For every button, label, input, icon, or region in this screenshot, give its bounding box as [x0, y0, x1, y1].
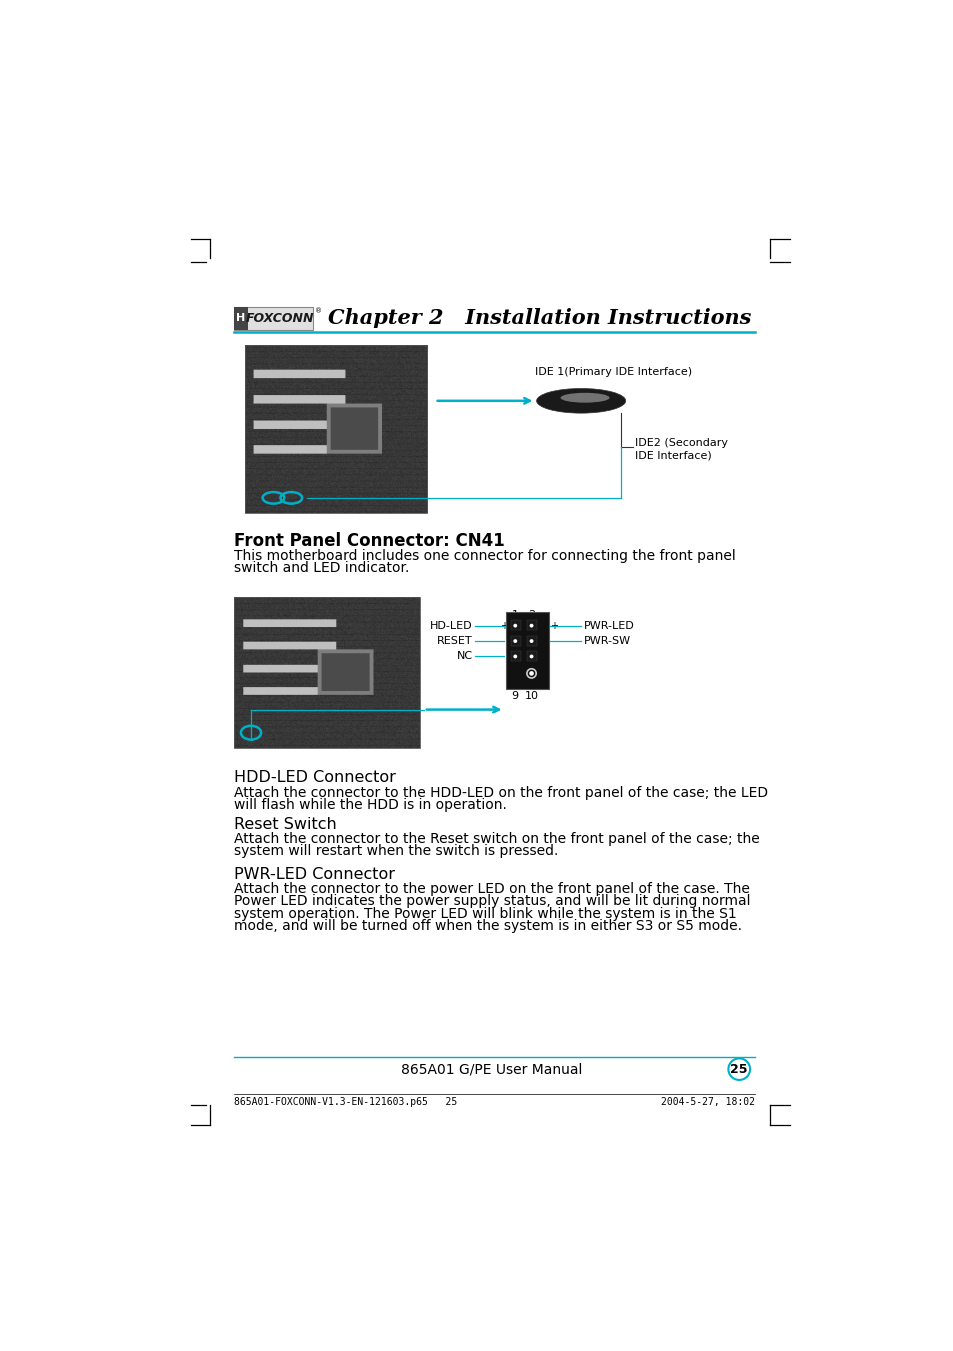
Text: FOXCONN: FOXCONN — [246, 312, 314, 326]
Text: mode, and will be turned off when the system is in either S3 or S5 mode.: mode, and will be turned off when the sy… — [233, 919, 741, 934]
Circle shape — [529, 624, 533, 628]
Text: system will restart when the switch is pressed.: system will restart when the switch is p… — [233, 844, 558, 858]
Text: HD-LED: HD-LED — [430, 620, 472, 631]
Text: 865A01 G/PE User Manual: 865A01 G/PE User Manual — [400, 1062, 581, 1077]
Text: PWR-LED Connector: PWR-LED Connector — [233, 867, 395, 882]
Text: IDE 1(Primary IDE Interface): IDE 1(Primary IDE Interface) — [534, 366, 691, 377]
Text: RESET: RESET — [436, 636, 472, 646]
Text: 2004-5-27, 18:02: 2004-5-27, 18:02 — [660, 1097, 754, 1106]
Ellipse shape — [560, 393, 609, 403]
Ellipse shape — [536, 389, 625, 413]
Circle shape — [526, 669, 536, 678]
Text: +: + — [499, 620, 508, 631]
Text: system operation. The Power LED will blink while the system is in the S1: system operation. The Power LED will bli… — [233, 907, 736, 921]
Bar — [233, 307, 313, 330]
Text: ®: ® — [314, 308, 321, 315]
Bar — [526, 651, 537, 661]
Circle shape — [513, 639, 517, 643]
Text: 2: 2 — [527, 609, 535, 620]
Text: 10: 10 — [524, 690, 538, 701]
Bar — [505, 612, 548, 689]
Text: This motherboard includes one connector for connecting the front panel: This motherboard includes one connector … — [233, 549, 735, 562]
Circle shape — [728, 1058, 749, 1079]
Bar — [526, 636, 537, 646]
Circle shape — [513, 624, 517, 628]
Text: Attach the connector to the power LED on the front panel of the case. The: Attach the connector to the power LED on… — [233, 882, 749, 896]
Text: 865A01-FOXCONN-V1.3-EN-121603.p65   25: 865A01-FOXCONN-V1.3-EN-121603.p65 25 — [233, 1097, 456, 1106]
Circle shape — [529, 639, 533, 643]
Text: Attach the connector to the Reset switch on the front panel of the case; the: Attach the connector to the Reset switch… — [233, 832, 759, 846]
Text: IDE2 (Secondary
IDE Interface): IDE2 (Secondary IDE Interface) — [635, 438, 728, 461]
Text: PWR-SW: PWR-SW — [583, 636, 630, 646]
Text: Attach the connector to the HDD-LED on the front panel of the case; the LED: Attach the connector to the HDD-LED on t… — [233, 786, 767, 800]
Text: NC: NC — [456, 651, 472, 662]
Bar — [233, 597, 419, 748]
Text: Reset Switch: Reset Switch — [233, 816, 336, 832]
Circle shape — [529, 671, 534, 676]
Bar — [526, 620, 537, 631]
Text: Power LED indicates the power supply status, and will be lit during normal: Power LED indicates the power supply sta… — [233, 894, 750, 908]
Text: Chapter 2   Installation Instructions: Chapter 2 Installation Instructions — [328, 308, 751, 328]
Text: 1: 1 — [511, 609, 518, 620]
Bar — [510, 620, 520, 631]
Text: 25: 25 — [730, 1063, 747, 1075]
Text: H: H — [236, 313, 245, 323]
Text: 9: 9 — [511, 690, 518, 701]
Text: +: + — [550, 620, 558, 631]
Bar — [510, 636, 520, 646]
Circle shape — [529, 654, 533, 658]
Text: HDD-LED Connector: HDD-LED Connector — [233, 770, 395, 785]
Bar — [245, 346, 427, 513]
Text: PWR-LED: PWR-LED — [583, 620, 634, 631]
Circle shape — [513, 654, 517, 658]
Text: Front Panel Connector: CN41: Front Panel Connector: CN41 — [233, 532, 504, 550]
Bar — [233, 307, 248, 330]
Text: switch and LED indicator.: switch and LED indicator. — [233, 561, 409, 576]
Text: will flash while the HDD is in operation.: will flash while the HDD is in operation… — [233, 798, 506, 812]
Bar — [510, 651, 520, 661]
